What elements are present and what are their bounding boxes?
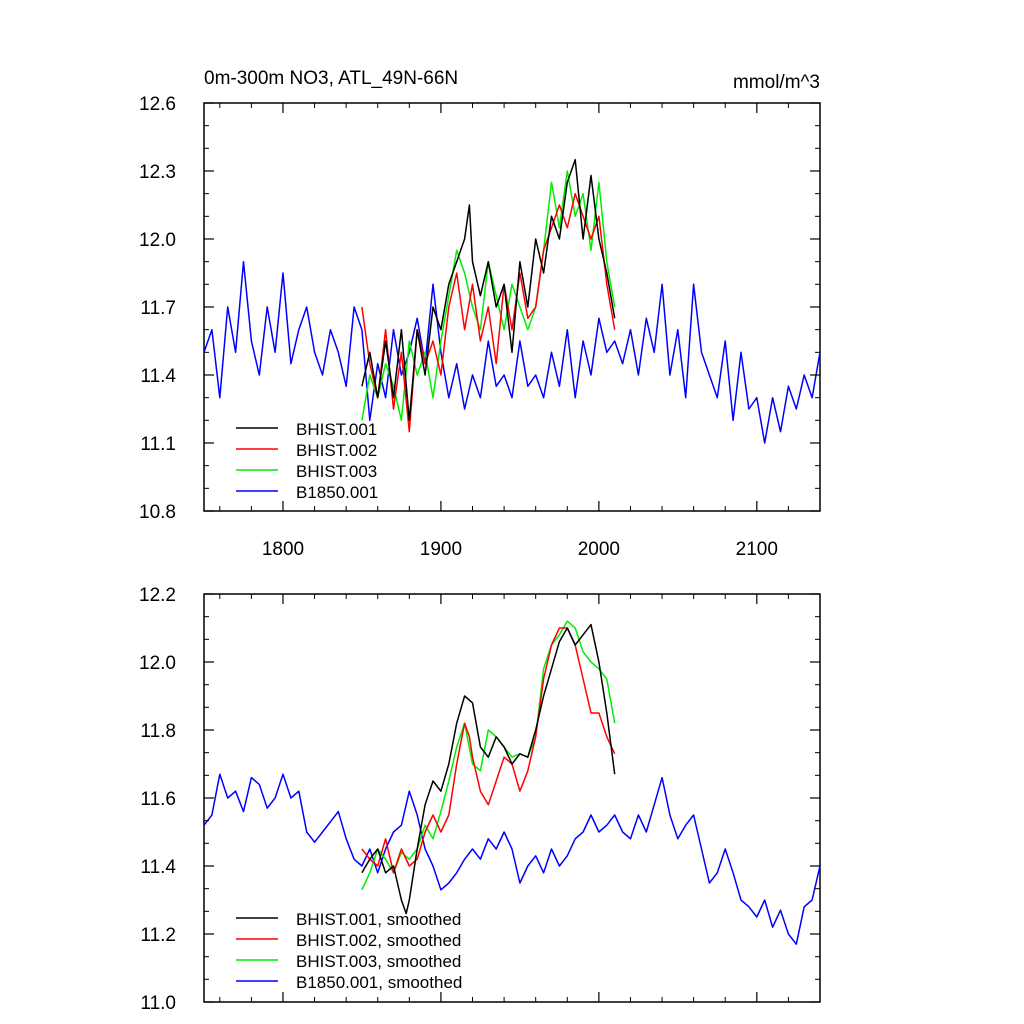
y-tick-label: 12.0	[139, 653, 176, 674]
bottom-panel: 12.2 12.0 11.8 11.6 11.4 11.2 11.0 BHIST.001, …	[139, 585, 821, 1014]
series-line-bhist-001	[361, 158, 616, 422]
x-tick-label: 1800	[262, 539, 304, 560]
units-label: mmol/m^3	[733, 72, 820, 93]
y-tick-label: 11.4	[140, 366, 176, 387]
legend-label: B1850.001	[296, 483, 378, 502]
y-tick-label: 11.1	[140, 434, 176, 455]
legend-label: BHIST.001	[296, 420, 377, 439]
y-tick-label: 11.7	[140, 298, 176, 319]
x-tick-label: 1900	[420, 539, 462, 560]
x-tick-label: 2000	[578, 539, 620, 560]
series-line-bhist-002	[361, 627, 616, 874]
axes-group: 12.6 12.3 12.0 11.7 11.4 11.1 10.8 1800 1900 2000…	[139, 94, 821, 560]
series-line-bhist-002	[361, 192, 616, 433]
top-panel: 0m-300m NO3, ATL_49N-66N mmol/m^3 12.612…	[139, 68, 821, 560]
x-tick-label: 2100	[736, 539, 778, 560]
axes-group: 12.2 12.0 11.8 11.6 11.4 11.2 11.0	[139, 585, 821, 1014]
y-tick-label: 10.8	[139, 502, 176, 523]
y-tick-label: 11.4	[140, 857, 176, 878]
y-tick-label: 11.0	[140, 993, 176, 1014]
series-line-b1850-001	[203, 260, 821, 444]
series-line-bhist-001	[361, 623, 616, 915]
legend-label: BHIST.002, smoothed	[296, 931, 461, 950]
legend: BHIST.001, smoothed BHIST.002, smoothed BH…	[236, 910, 462, 992]
y-tick-label: 12.2	[139, 585, 176, 606]
legend-label: BHIST.003	[296, 462, 377, 481]
y-tick-label: 12.3	[139, 162, 176, 183]
legend: BHIST.001 BHIST.002 BHIST.003 B1850.001	[236, 420, 378, 502]
y-tick-label: 11.6	[140, 789, 176, 810]
series-group	[203, 158, 821, 444]
y-tick-label: 12.6	[139, 94, 176, 115]
y-tick-label: 11.8	[140, 721, 176, 742]
legend-label: B1850.001, smoothed	[296, 973, 462, 992]
y-tick-label: 12.0	[139, 230, 176, 251]
legend-label: BHIST.003, smoothed	[296, 952, 461, 971]
legend-label: BHIST.002	[296, 441, 377, 460]
chart-title: 0m-300m NO3, ATL_49N-66N	[204, 68, 458, 89]
y-tick-label: 11.2	[140, 925, 176, 946]
legend-label: BHIST.001, smoothed	[296, 910, 461, 929]
series-group	[203, 620, 821, 945]
series-line-b1850-001	[203, 773, 821, 945]
